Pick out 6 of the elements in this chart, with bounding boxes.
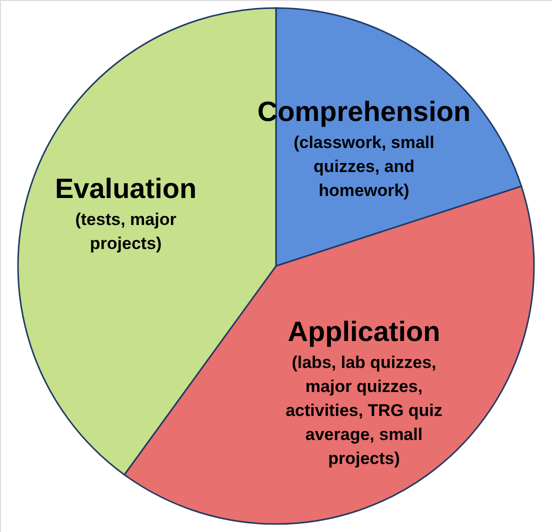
slice-label: Application	[288, 316, 440, 348]
text: (tests, major projects)	[75, 210, 177, 254]
slice-label: Comprehension	[257, 96, 471, 127]
text: (labs, lab quizzes, major quizzes, activities, TRG quiz average, small projects)	[286, 353, 442, 468]
slice-label: Evaluation	[54, 173, 197, 204]
text: (classwork, small quizzes, and homework)	[294, 132, 434, 200]
